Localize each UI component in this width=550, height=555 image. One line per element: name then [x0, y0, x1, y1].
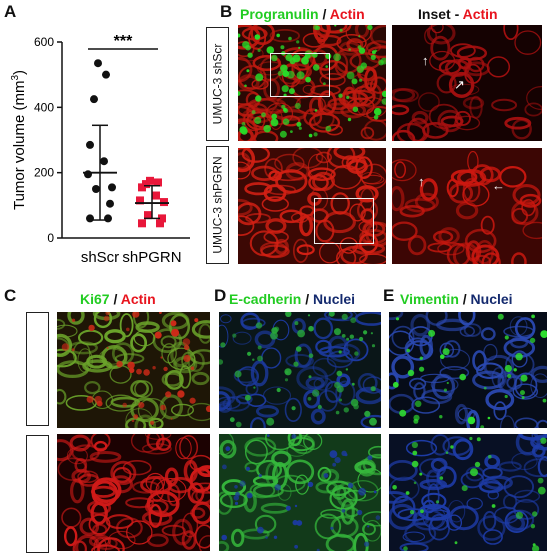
- ecadherin-label: E-cadherin: [229, 291, 302, 307]
- panel-label-d: D: [214, 286, 227, 305]
- micrograph-e-shscr: [389, 312, 547, 428]
- y-tick-label: 0: [47, 231, 54, 245]
- sep: /: [458, 291, 471, 307]
- progranulin-label: Progranulin: [240, 6, 319, 22]
- panel-label-b: B: [220, 2, 233, 21]
- x-tick-label: shScr: [81, 249, 119, 266]
- data-point: [136, 196, 144, 205]
- panel-label-a: A: [4, 2, 17, 21]
- data-point: [84, 170, 92, 179]
- micrograph-d-shscr: [219, 312, 381, 428]
- y-tick-label: 400: [34, 100, 54, 114]
- data-point: [92, 185, 100, 193]
- tumor-volume-chart: Tumor volume (mm3) 0 200 400 600 shScr shPGRN…: [10, 33, 190, 266]
- actin-label: Actin: [462, 6, 498, 22]
- data-point: [156, 219, 164, 228]
- arrow-icon: ↗: [454, 77, 465, 92]
- panel-label-e: E: [383, 286, 395, 305]
- panel-b-title-left: Progranulin / Actin: [240, 6, 365, 22]
- panel-label-c: C: [4, 286, 17, 305]
- data-point: [104, 214, 112, 223]
- row-label-text: UMUC-3 shPGRN: [210, 156, 225, 254]
- inset-box: [270, 53, 330, 97]
- data-point: [86, 214, 94, 223]
- x-tick-label: shPGRN: [122, 249, 181, 266]
- micrograph-e-shpgrn: [389, 434, 547, 551]
- data-point: [86, 140, 94, 149]
- data-point: [90, 95, 98, 104]
- y-axis-label: Tumor volume (mm3): [10, 70, 28, 210]
- row-label-b-shpgrn: UMUC-3 shPGRN: [206, 146, 229, 264]
- sep: /: [109, 291, 121, 307]
- micrograph-b-shscr-merge: [238, 25, 386, 141]
- inset-label: Inset: [418, 6, 451, 22]
- data-point: [160, 198, 168, 207]
- panel-c-title: Ki67 / Actin: [80, 291, 156, 307]
- data-point: [102, 70, 110, 79]
- sep: -: [450, 6, 463, 22]
- data-point: [108, 183, 116, 192]
- data-point: [138, 183, 146, 192]
- y-tick-label: 600: [34, 35, 54, 49]
- arrow-icon: ↑: [418, 174, 425, 189]
- panel-d-title: E-cadherin / Nuclei: [229, 291, 355, 307]
- vimentin-label: Vimentin: [400, 291, 459, 307]
- data-point: [100, 157, 108, 166]
- nuclei-label: Nuclei: [313, 291, 356, 307]
- row-label-text: UMUC-3 shScr: [210, 43, 225, 125]
- y-tick-label: 200: [34, 166, 54, 180]
- arrow-icon: ←: [492, 178, 505, 193]
- micrograph-b-shpgrn-merge: [238, 148, 386, 264]
- row-label-c-shscr: [26, 312, 49, 426]
- significance-label: ***: [114, 33, 133, 50]
- data-point: [144, 211, 152, 220]
- data-point: [106, 199, 114, 208]
- row-label-b-shscr: UMUC-3 shScr: [206, 27, 229, 141]
- data-point: [138, 219, 146, 228]
- micrograph-d-shpgrn: [219, 434, 381, 551]
- arrow-icon: ↑: [422, 53, 429, 68]
- inset-box: [314, 198, 374, 244]
- sep: /: [301, 291, 314, 307]
- ki67-label: Ki67: [80, 291, 110, 307]
- data-point: [94, 59, 102, 68]
- actin-label: Actin: [120, 291, 156, 307]
- panel-b-title-right: Inset - Actin: [418, 6, 498, 22]
- data-point: [158, 214, 166, 223]
- sep: /: [318, 6, 330, 22]
- micrograph-c-shscr: [57, 312, 210, 428]
- micrograph-b-shpgrn-inset: ↑ ←: [392, 148, 542, 264]
- data-point: [154, 178, 162, 187]
- row-label-c-shpgrn: [26, 435, 49, 553]
- micrograph-c-shpgrn: [57, 434, 210, 551]
- panel-e-title: Vimentin / Nuclei: [400, 291, 513, 307]
- actin-label: Actin: [329, 6, 365, 22]
- nuclei-label: Nuclei: [470, 291, 513, 307]
- micrograph-b-shscr-inset: ↑ ↗: [392, 25, 542, 141]
- data-point: [152, 191, 160, 200]
